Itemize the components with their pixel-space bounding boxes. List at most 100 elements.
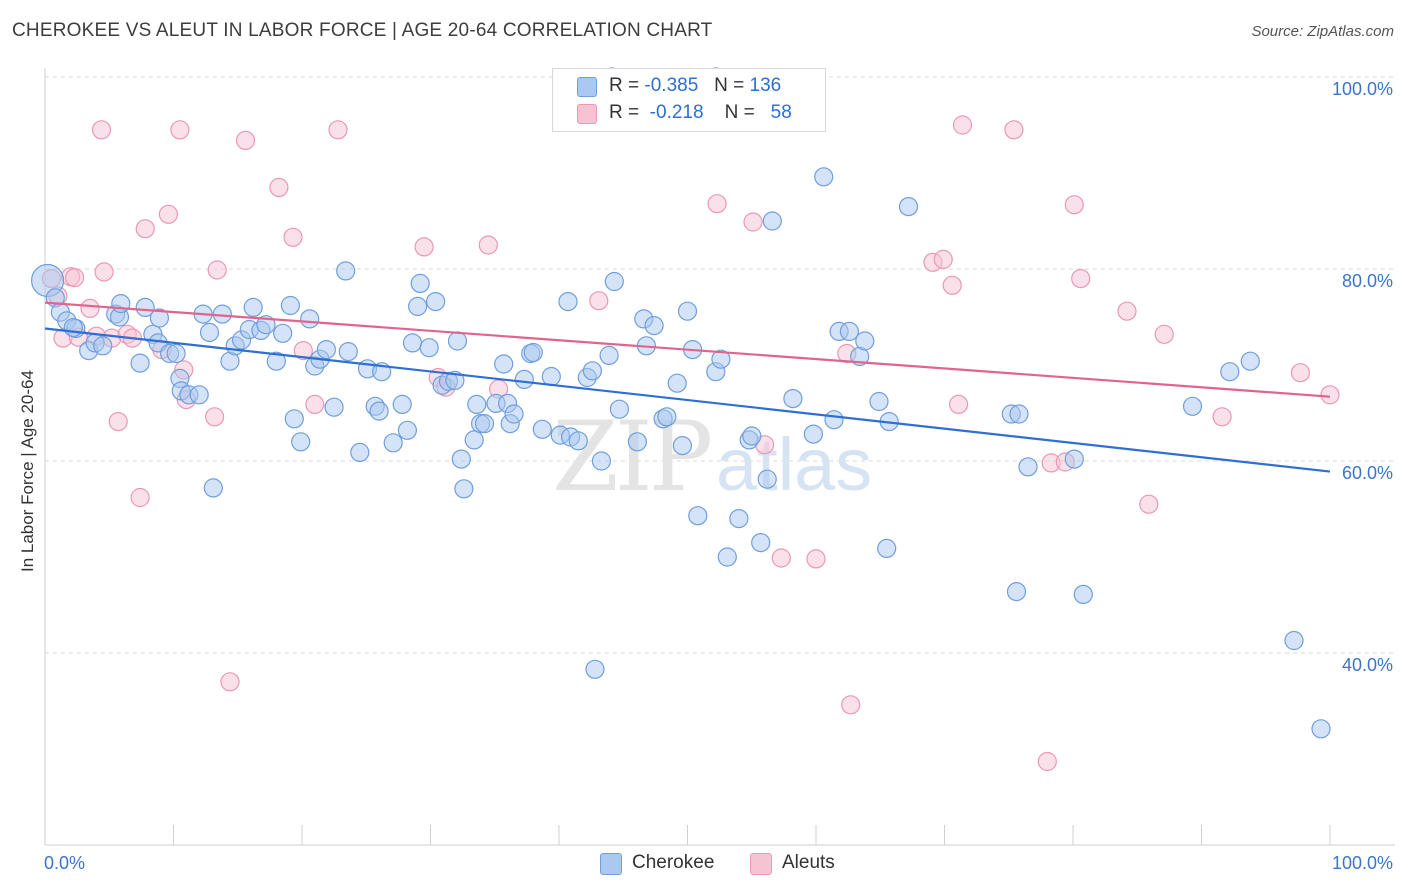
r-label: R = [609, 102, 640, 123]
cherokee-point [93, 336, 113, 356]
cherokee-point [189, 385, 209, 405]
aleuts-point [743, 212, 763, 232]
cherokee-point [445, 370, 465, 390]
cherokee-point [729, 508, 749, 529]
cherokee-point [316, 340, 336, 360]
correlation-legend: R = -0.385 N = 136 R = -0.218 N = 58 [552, 68, 826, 132]
aleuts-point [94, 262, 114, 282]
aleuts-point [269, 177, 289, 197]
r-label: R = [609, 75, 640, 96]
cherokee-point [336, 261, 356, 281]
cherokee-point [742, 426, 762, 446]
cherokee-point [1220, 362, 1240, 382]
cherokee-point [688, 506, 708, 526]
aleuts-point [220, 672, 240, 692]
y-tick-label: 100.0% [1332, 79, 1393, 99]
y-axis-label: In Labor Force | Age 20-64 [18, 370, 37, 572]
aleuts-point [1004, 120, 1024, 140]
cherokee-point [677, 301, 698, 321]
cherokee-point [869, 391, 889, 412]
cherokee-point [514, 369, 534, 389]
cherokee-swatch [600, 853, 622, 875]
axes [44, 68, 1395, 846]
cherokee-point [451, 449, 471, 469]
cherokee-point [1311, 719, 1331, 739]
cherokee-point [1240, 351, 1260, 371]
cherokee-point [757, 469, 777, 489]
legend-label-cherokee: Cherokee [632, 852, 715, 873]
cherokee-point [338, 342, 358, 362]
aleuts-point [933, 249, 953, 269]
cherokee-point [494, 354, 514, 374]
aleuts-point [806, 549, 826, 569]
cherokee-point [266, 351, 286, 371]
cherokee-point [585, 659, 605, 679]
cherokee-point [1182, 396, 1203, 416]
cherokee-point [717, 547, 737, 567]
chart-title: CHEROKEE VS ALEUT IN LABOR FORCE | AGE 2… [12, 20, 713, 41]
watermark-atlas: atlas [716, 423, 872, 506]
aleuts-point [1212, 407, 1232, 427]
cherokee-point [604, 271, 624, 292]
aleuts-point [130, 487, 150, 508]
cherokee-point [762, 211, 782, 231]
cherokee-point [1064, 449, 1084, 469]
y-tick-label: 40.0% [1342, 655, 1393, 675]
aleuts-point [1139, 494, 1159, 514]
aleuts-point [1290, 363, 1311, 383]
aleuts-point [1037, 751, 1057, 772]
aleuts-point [1154, 324, 1174, 344]
cherokee-point [392, 394, 412, 414]
cherokee-point [369, 401, 389, 421]
cherokee-point [474, 414, 495, 434]
cherokee-point [877, 538, 897, 559]
aleuts-point [1320, 385, 1340, 405]
n-value: 58 [770, 102, 792, 123]
cherokee-point [111, 294, 131, 314]
aleuts-point [707, 194, 727, 214]
cherokee-point [1073, 584, 1093, 605]
aleuts-point [1117, 301, 1137, 321]
trend-lines [44, 301, 1331, 473]
cherokee-point [350, 442, 370, 462]
aleuts-point [771, 548, 791, 568]
cherokee-point [599, 345, 619, 365]
aleuts-point [305, 394, 325, 414]
cherokee-point [582, 361, 603, 381]
cherokee-point [203, 478, 223, 498]
cherokee-point [667, 373, 687, 393]
cherokee-point [839, 321, 860, 341]
aleuts-point [952, 115, 973, 135]
cherokee-point [504, 404, 524, 424]
watermark-zip: ZIP [552, 401, 711, 513]
cherokee-point [1018, 457, 1038, 477]
cherokee-point [1284, 630, 1304, 651]
cherokee-point [898, 197, 919, 217]
cherokee-point [824, 410, 844, 430]
cherokee-point [149, 308, 169, 328]
cherokee-point [243, 297, 263, 317]
aleuts-point [235, 130, 256, 150]
cherokee-point [199, 322, 220, 342]
cherokee-point [324, 397, 344, 417]
y-tick-label: 60.0% [1342, 463, 1393, 483]
cherokee-point [1006, 581, 1027, 602]
cherokee-point [280, 295, 300, 316]
cherokee-point [410, 273, 430, 293]
cherokee-point [523, 342, 543, 363]
cherokee-point [467, 394, 487, 414]
cherokee-swatch [577, 77, 597, 97]
legend-row-text: R = -0.218 N = 58 [609, 102, 792, 124]
r-value: -0.218 [649, 102, 704, 123]
aleuts-point [80, 298, 100, 318]
cherokee-point [541, 366, 561, 387]
cherokee-point [591, 451, 612, 471]
aleuts-point [948, 394, 969, 414]
cherokee-point [284, 409, 304, 429]
cherokee-point [783, 389, 803, 409]
x-tick-label: 100.0% [1332, 853, 1393, 873]
cherokee-point [568, 431, 588, 451]
aleuts-point [108, 412, 128, 432]
aleuts-point [1071, 269, 1091, 289]
